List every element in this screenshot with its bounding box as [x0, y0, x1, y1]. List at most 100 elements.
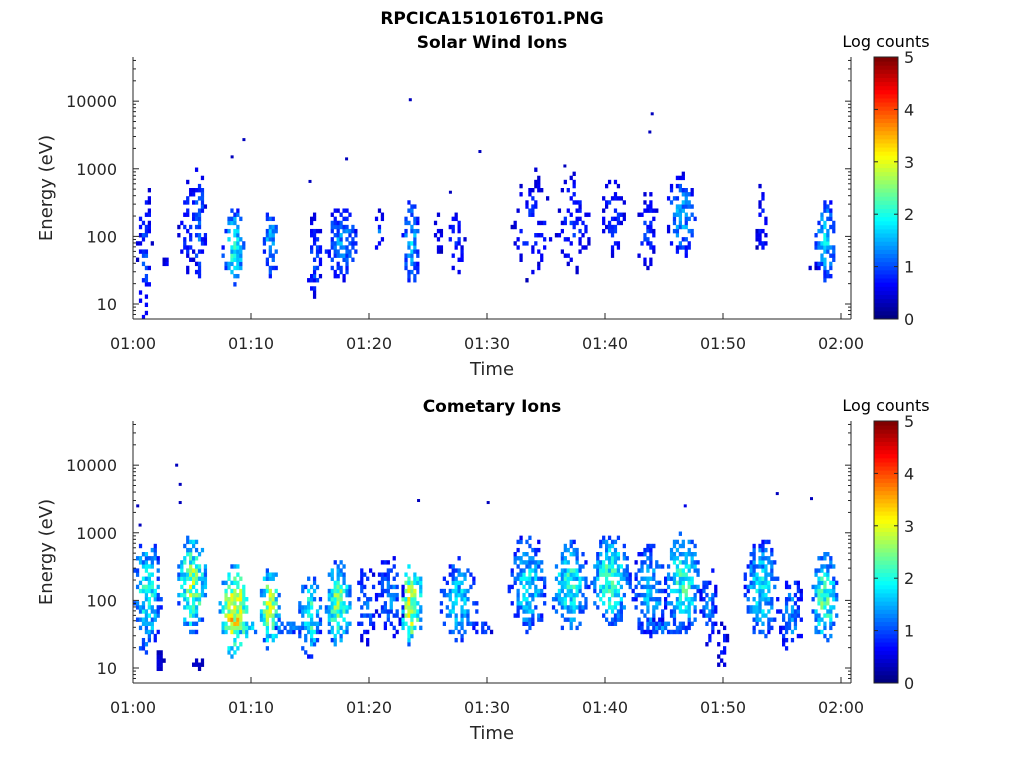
cometary-cell — [832, 592, 836, 598]
cometary-cell — [776, 609, 780, 614]
cometary-cell — [829, 592, 833, 598]
cometary-cell — [613, 601, 618, 606]
solar-wind-cell — [761, 196, 765, 201]
cometary-cell — [796, 584, 800, 590]
solar-wind-cell — [646, 241, 650, 246]
cometary-cell — [761, 576, 765, 581]
cometary-cell — [301, 588, 305, 594]
solar-wind-cell — [189, 237, 193, 242]
cometary-cell — [439, 601, 444, 606]
cometary-cell — [336, 621, 340, 626]
cometary-cell — [348, 588, 352, 594]
cometary-cell — [135, 556, 140, 561]
cometary-cell — [442, 621, 446, 626]
solar-wind-point — [650, 112, 654, 116]
cometary-colorbar-swatch — [874, 535, 898, 541]
cometary-cell — [696, 568, 700, 573]
cometary-cell — [419, 617, 423, 622]
cometary-cell — [268, 588, 272, 594]
solar-wind-cell — [646, 237, 650, 242]
cometary-cell — [572, 552, 576, 557]
cometary-cell — [192, 601, 196, 606]
cometary-cell — [413, 576, 417, 581]
cometary-cell — [327, 572, 331, 577]
cometary-cell — [357, 597, 361, 602]
cometary-cell — [460, 617, 464, 622]
cometary-colorbar-swatch — [874, 658, 898, 664]
cometary-cell — [782, 613, 786, 618]
cometary-cell — [277, 605, 281, 610]
cometary-cell — [569, 539, 573, 545]
solar-wind-cell — [823, 261, 827, 267]
cometary-cell — [702, 588, 706, 594]
cometary-cell — [770, 576, 774, 581]
cometary-cell — [242, 584, 246, 590]
cometary-cell — [410, 592, 414, 598]
cometary-cell — [746, 609, 750, 614]
cometary-cell — [790, 609, 795, 614]
cometary-cell — [799, 592, 803, 598]
solar-wind-cell — [572, 200, 576, 205]
cometary-cell — [192, 609, 196, 614]
cometary-cell — [699, 588, 703, 594]
solar-wind-cell — [200, 175, 205, 181]
cometary-colorbar-swatch — [874, 445, 898, 451]
solar-wind-cell — [820, 253, 824, 258]
solar-wind-cell — [528, 208, 532, 213]
solar-wind-cell — [200, 192, 205, 197]
cometary-cell — [826, 572, 830, 577]
solar-wind-cell — [646, 204, 650, 209]
solar-wind-cell — [339, 265, 343, 271]
solar-wind-cell — [758, 204, 762, 209]
cometary-cell — [183, 580, 187, 586]
solar-wind-cell — [832, 253, 836, 258]
solar-wind-cell — [186, 253, 190, 258]
cometary-cell — [280, 621, 284, 626]
cometary-cell — [271, 613, 275, 618]
cometary-cell — [572, 601, 576, 606]
solar-wind-cell — [312, 286, 317, 291]
solar-wind-cell — [180, 220, 184, 226]
solar-wind-cell — [652, 208, 656, 213]
cometary-cell — [605, 547, 609, 553]
cometary-cell — [389, 584, 393, 590]
solar-wind-cell — [826, 233, 830, 238]
solar-wind-colorbar-swatch — [874, 57, 898, 62]
cometary-cell — [407, 601, 411, 606]
cometary-cell — [366, 613, 370, 618]
cometary-cell — [681, 584, 685, 590]
solar-wind-cell — [652, 249, 656, 254]
solar-wind-cell — [652, 233, 656, 238]
cometary-cell — [613, 588, 618, 594]
cometary-cell — [274, 588, 278, 594]
solar-wind-cell — [407, 269, 411, 275]
cometary-cell — [265, 601, 269, 606]
solar-wind-cell — [236, 228, 240, 234]
cometary-cell — [761, 547, 765, 553]
cometary-cell — [823, 592, 827, 598]
cometary-cell — [607, 556, 612, 561]
cometary-cell — [705, 605, 709, 610]
cometary-cell — [445, 605, 449, 610]
cometary-cell — [690, 539, 694, 545]
cometary-cell — [197, 576, 202, 581]
cometary-cell — [563, 576, 567, 581]
cometary-cell — [516, 556, 520, 561]
cometary-cell — [277, 617, 281, 622]
solar-wind-cell — [560, 228, 564, 234]
solar-wind-cell — [242, 245, 246, 250]
cometary-cell — [144, 597, 149, 602]
cometary-cell — [159, 650, 163, 655]
cometary-cell — [410, 617, 414, 622]
solar-wind-colorbar-swatch — [874, 298, 898, 304]
cometary-cell — [640, 592, 644, 598]
solar-wind-cell — [823, 204, 827, 209]
solar-wind-cell — [410, 253, 414, 258]
solar-wind-cell — [186, 200, 190, 205]
cometary-cell — [640, 625, 644, 631]
cometary-cell — [371, 572, 376, 577]
cometary-cell — [239, 601, 243, 606]
cometary-cell — [793, 621, 798, 626]
cometary-colorbar-swatch — [874, 547, 898, 553]
cometary-cell — [605, 609, 609, 614]
